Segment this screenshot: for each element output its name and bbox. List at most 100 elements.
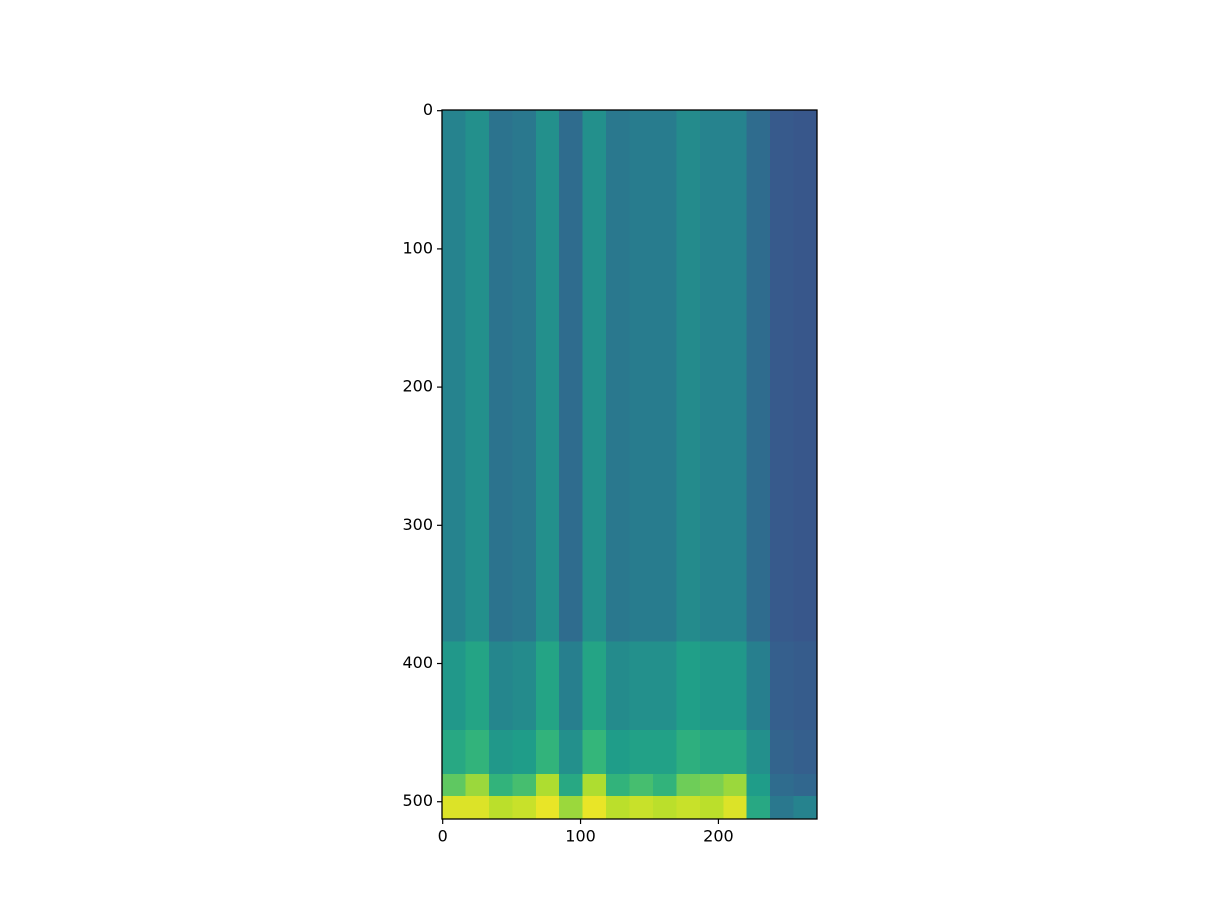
cell <box>793 287 818 377</box>
cell <box>723 464 748 554</box>
cell <box>723 376 748 465</box>
cell <box>699 774 724 797</box>
cell <box>652 110 677 200</box>
cell <box>606 774 630 797</box>
cell <box>676 110 701 200</box>
y-tick-label: 300 <box>402 515 433 534</box>
cell <box>770 641 795 731</box>
cell <box>652 796 677 820</box>
cell <box>559 552 584 642</box>
cell <box>770 796 795 820</box>
cell <box>488 774 513 797</box>
cell <box>699 110 724 200</box>
cell <box>699 464 724 554</box>
cell <box>442 287 466 377</box>
cell <box>793 376 818 465</box>
cell <box>770 199 795 289</box>
cell <box>676 729 701 775</box>
cell <box>770 774 795 797</box>
cell <box>652 552 677 642</box>
cell <box>488 641 513 731</box>
cell <box>746 464 771 554</box>
cell <box>629 552 654 642</box>
cell <box>582 110 607 200</box>
cell <box>559 774 584 797</box>
cell <box>699 199 724 289</box>
cell <box>746 199 771 289</box>
cell <box>535 552 560 642</box>
cell <box>652 464 677 554</box>
cell <box>699 729 724 775</box>
cell <box>770 729 795 775</box>
y-tick-label: 0 <box>423 100 433 119</box>
cell <box>488 464 513 554</box>
cell <box>676 641 701 731</box>
cell <box>512 110 537 200</box>
cell <box>559 199 584 289</box>
cell <box>676 199 701 289</box>
cell <box>512 376 537 465</box>
cell <box>606 464 630 554</box>
cell <box>793 552 818 642</box>
cell <box>442 464 466 554</box>
cell <box>512 641 537 731</box>
cell <box>465 110 490 200</box>
cell <box>559 376 584 465</box>
cell <box>723 729 748 775</box>
cell <box>723 199 748 289</box>
cell <box>770 110 795 200</box>
cell <box>465 729 490 775</box>
cell <box>442 774 466 797</box>
cell <box>535 464 560 554</box>
cell <box>582 376 607 465</box>
cell <box>512 199 537 289</box>
cell <box>559 464 584 554</box>
cell <box>535 796 560 820</box>
cell <box>582 796 607 820</box>
cell <box>559 796 584 820</box>
y-tick-label: 400 <box>402 653 433 672</box>
cell <box>652 376 677 465</box>
cell <box>442 552 466 642</box>
cell <box>488 796 513 820</box>
cell <box>723 774 748 797</box>
cell <box>629 376 654 465</box>
cell <box>629 464 654 554</box>
cell <box>442 641 466 731</box>
cell <box>746 552 771 642</box>
cell <box>535 376 560 465</box>
cell <box>699 641 724 731</box>
cell <box>629 287 654 377</box>
cell <box>629 110 654 200</box>
cell <box>606 199 630 289</box>
cell <box>582 552 607 642</box>
cell <box>606 110 630 200</box>
cell <box>606 376 630 465</box>
cell <box>606 287 630 377</box>
cell <box>488 199 513 289</box>
cell <box>676 774 701 797</box>
cell <box>582 199 607 289</box>
cell <box>535 287 560 377</box>
cell <box>512 464 537 554</box>
cell <box>770 376 795 465</box>
cell <box>652 729 677 775</box>
cell <box>442 199 466 289</box>
cell <box>676 796 701 820</box>
cell <box>465 796 490 820</box>
cell <box>465 376 490 465</box>
cell <box>488 729 513 775</box>
cell <box>793 641 818 731</box>
axes-frame <box>441 109 818 820</box>
cell <box>676 287 701 377</box>
cell <box>793 796 818 820</box>
cell <box>699 796 724 820</box>
x-tick-label: 100 <box>565 827 596 846</box>
cell <box>652 287 677 377</box>
cell <box>512 774 537 797</box>
cell <box>582 464 607 554</box>
cell <box>606 796 630 820</box>
cell <box>488 376 513 465</box>
cell <box>559 110 584 200</box>
cell <box>606 641 630 731</box>
